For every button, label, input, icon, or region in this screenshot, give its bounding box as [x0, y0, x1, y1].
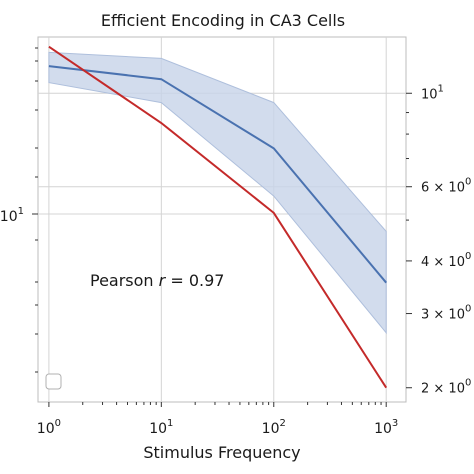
confidence-band	[48, 51, 387, 335]
blue-series-line	[48, 65, 387, 284]
right-tick-exp: 0	[465, 304, 471, 315]
x-tick-label: 102	[262, 418, 286, 437]
x-tick-base: 10	[37, 421, 55, 437]
right-tick-label: 4 × 100	[421, 251, 471, 270]
legend-box	[45, 373, 62, 390]
x-tick-exp: 1	[167, 418, 173, 429]
x-tick-label: 101	[149, 418, 173, 437]
chart-title: Efficient Encoding in CA3 Cells	[101, 11, 345, 30]
annotation-suffix: = 0.97	[165, 271, 224, 290]
right-tick-base: 10	[421, 87, 438, 102]
right-tick-base: 4 × 10	[421, 255, 465, 270]
x-tick-label: 100	[37, 418, 61, 437]
left-axis-ticks: 101	[0, 47, 38, 373]
right-tick-base: 2 × 10	[421, 382, 465, 397]
x-tick-label: 103	[374, 418, 398, 437]
x-tick-base: 10	[262, 421, 280, 437]
x-tick-base: 10	[374, 421, 392, 437]
x-tick-exp: 3	[392, 418, 398, 429]
right-tick-base: 3 × 10	[421, 308, 465, 323]
right-tick-label: 3 × 100	[421, 304, 471, 323]
pearson-annotation: Pearson r = 0.97	[90, 271, 224, 290]
right-tick-exp: 0	[465, 251, 471, 262]
left-tick-base: 10	[0, 209, 18, 225]
left-tick-label: 101	[0, 206, 24, 225]
x-tick-exp: 2	[279, 418, 285, 429]
right-tick-label: 101	[421, 83, 444, 102]
series-lines	[48, 45, 388, 389]
right-tick-label: 2 × 100	[421, 378, 471, 397]
red-series-line	[48, 45, 388, 389]
x-tick-exp: 0	[55, 418, 61, 429]
x-tick-base: 10	[149, 421, 167, 437]
band-area	[48, 51, 387, 335]
left-tick-exp: 1	[18, 206, 24, 217]
x-axis-label: Stimulus Frequency	[143, 443, 300, 462]
annotation-r: r	[159, 271, 167, 290]
right-tick-label: 6 × 100	[421, 177, 471, 196]
right-tick-base: 6 × 10	[421, 181, 465, 196]
annotation-prefix: Pearson	[90, 271, 159, 290]
right-tick-exp: 0	[465, 378, 471, 389]
right-tick-exp: 0	[465, 177, 471, 188]
x-tick-labels: 100 101 102 103	[37, 402, 398, 437]
right-tick-exp: 1	[438, 83, 444, 94]
